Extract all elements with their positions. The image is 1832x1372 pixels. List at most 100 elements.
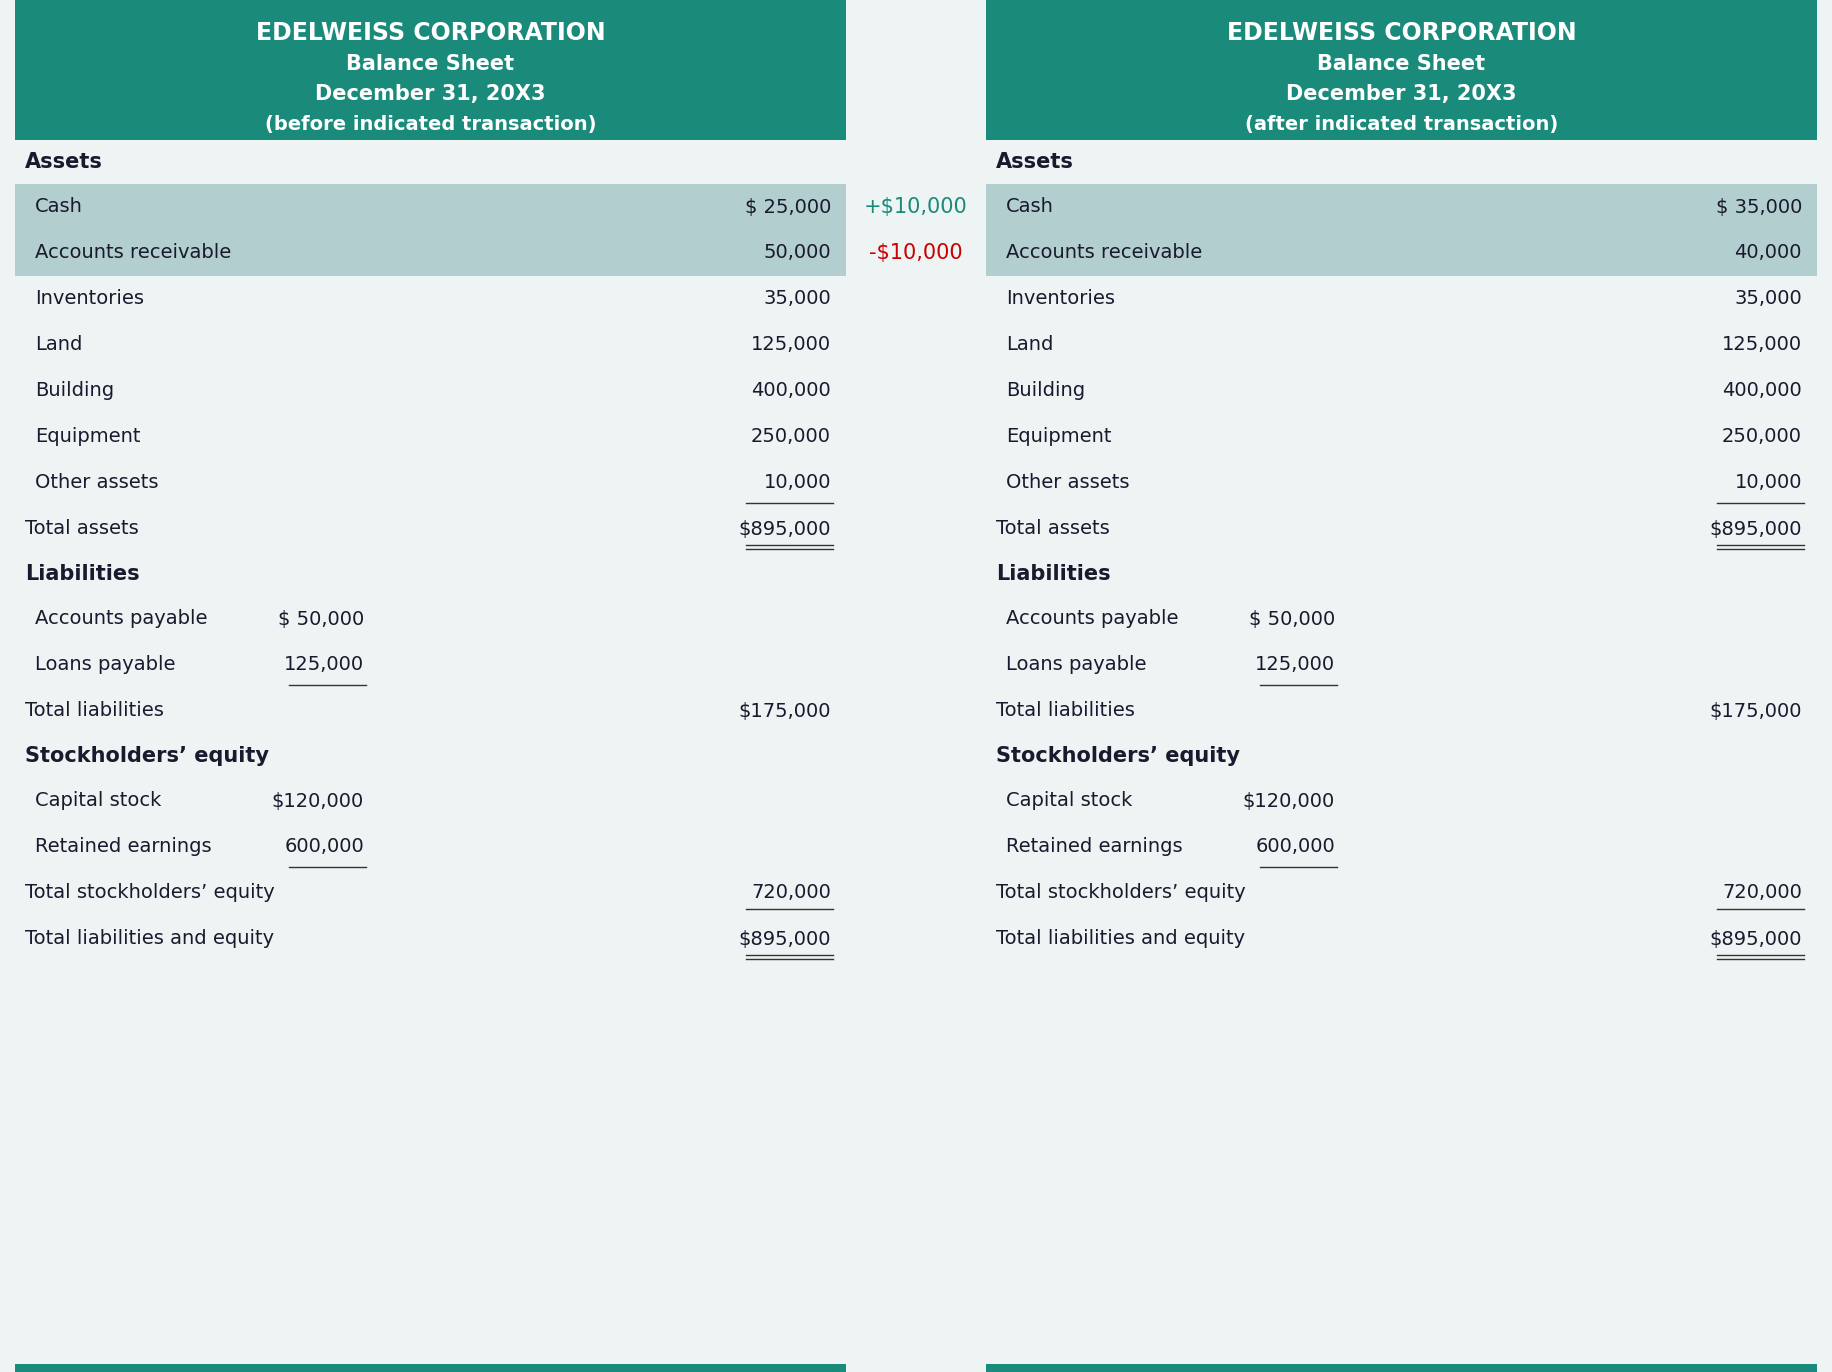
Text: (before indicated transaction): (before indicated transaction) [266,115,595,134]
Bar [986,778,1817,825]
Bar [15,552,846,595]
Bar [15,916,846,962]
Text: 600,000: 600,000 [284,837,365,856]
Text: $ 35,000: $ 35,000 [1715,198,1803,217]
Bar [986,642,1817,687]
Text: $175,000: $175,000 [738,701,832,720]
Bar [986,184,1817,230]
Text: Other assets: Other assets [1006,473,1130,493]
Bar [15,595,846,642]
Text: 50,000: 50,000 [764,243,832,262]
Bar [15,414,846,460]
Text: Balance Sheet: Balance Sheet [346,54,515,74]
Text: -$10,000: -$10,000 [868,243,964,263]
Text: Land: Land [35,336,82,354]
Text: $895,000: $895,000 [738,929,832,948]
Text: Liabilities: Liabilities [997,564,1110,584]
Text: 250,000: 250,000 [1722,428,1803,446]
Text: 720,000: 720,000 [751,884,832,903]
Text: Stockholders’ equity: Stockholders’ equity [26,746,269,766]
Text: Equipment: Equipment [35,428,141,446]
Text: 600,000: 600,000 [1255,837,1336,856]
Text: 125,000: 125,000 [284,656,365,675]
Bar [986,1364,1817,1372]
Text: Total stockholders’ equity: Total stockholders’ equity [26,884,275,903]
Text: 35,000: 35,000 [764,289,832,309]
Text: Accounts payable: Accounts payable [35,609,207,628]
Bar [986,368,1817,414]
Text: 400,000: 400,000 [751,381,832,401]
Bar [15,140,846,184]
Text: December 31, 20X3: December 31, 20X3 [315,84,546,104]
Text: Loans payable: Loans payable [1006,656,1147,675]
Text: Assets: Assets [26,152,103,172]
Text: Land: Land [1006,336,1053,354]
Text: Inventories: Inventories [35,289,145,309]
Text: EDELWEISS CORPORATION: EDELWEISS CORPORATION [1227,21,1576,45]
Bar [986,825,1817,870]
Text: Accounts receivable: Accounts receivable [35,243,231,262]
Text: Total liabilities and equity: Total liabilities and equity [997,929,1246,948]
Text: 10,000: 10,000 [1735,473,1803,493]
Text: Cash: Cash [1006,198,1053,217]
Text: Cash: Cash [35,198,82,217]
Text: EDELWEISS CORPORATION: EDELWEISS CORPORATION [256,21,605,45]
Bar [15,687,846,734]
Text: $895,000: $895,000 [738,520,832,538]
Text: Retained earnings: Retained earnings [35,837,213,856]
Bar [15,276,846,322]
Bar [15,734,846,778]
Text: Balance Sheet: Balance Sheet [1317,54,1486,74]
Bar [986,322,1817,368]
Text: Total assets: Total assets [26,520,139,538]
Text: $175,000: $175,000 [1709,701,1803,720]
Bar [15,140,846,1364]
Bar [15,184,846,230]
Text: 125,000: 125,000 [1722,336,1803,354]
Text: $ 25,000: $ 25,000 [744,198,832,217]
Text: Capital stock: Capital stock [35,792,161,811]
Bar [986,595,1817,642]
Bar [986,414,1817,460]
Text: Total liabilities: Total liabilities [997,701,1134,720]
Text: 125,000: 125,000 [751,336,832,354]
Text: 400,000: 400,000 [1722,381,1803,401]
Bar [986,276,1817,322]
Text: Liabilities: Liabilities [26,564,139,584]
Bar [986,687,1817,734]
Bar [986,506,1817,552]
Bar [15,0,846,140]
Text: $ 50,000: $ 50,000 [278,609,365,628]
Text: Building: Building [1006,381,1085,401]
Text: $120,000: $120,000 [1242,792,1336,811]
Bar [15,870,846,916]
Bar [15,1364,846,1372]
Text: Building: Building [35,381,114,401]
Text: 720,000: 720,000 [1722,884,1803,903]
Text: Capital stock: Capital stock [1006,792,1132,811]
Bar [15,368,846,414]
Bar [986,140,1817,184]
Text: Inventories: Inventories [1006,289,1116,309]
Bar [15,506,846,552]
Text: $895,000: $895,000 [1709,929,1803,948]
Bar [15,322,846,368]
Text: Total liabilities and equity: Total liabilities and equity [26,929,275,948]
Text: 35,000: 35,000 [1735,289,1803,309]
Text: Assets: Assets [997,152,1074,172]
Text: Accounts payable: Accounts payable [1006,609,1178,628]
Text: Accounts receivable: Accounts receivable [1006,243,1202,262]
Text: Retained earnings: Retained earnings [1006,837,1183,856]
Text: Loans payable: Loans payable [35,656,176,675]
Text: Equipment: Equipment [1006,428,1112,446]
Text: Other assets: Other assets [35,473,159,493]
Bar [15,642,846,687]
Text: December 31, 20X3: December 31, 20X3 [1286,84,1517,104]
Text: $120,000: $120,000 [271,792,365,811]
Text: Total liabilities: Total liabilities [26,701,163,720]
Text: Stockholders’ equity: Stockholders’ equity [997,746,1240,766]
Bar [15,825,846,870]
Bar [986,460,1817,506]
Bar [986,552,1817,595]
Text: 250,000: 250,000 [751,428,832,446]
